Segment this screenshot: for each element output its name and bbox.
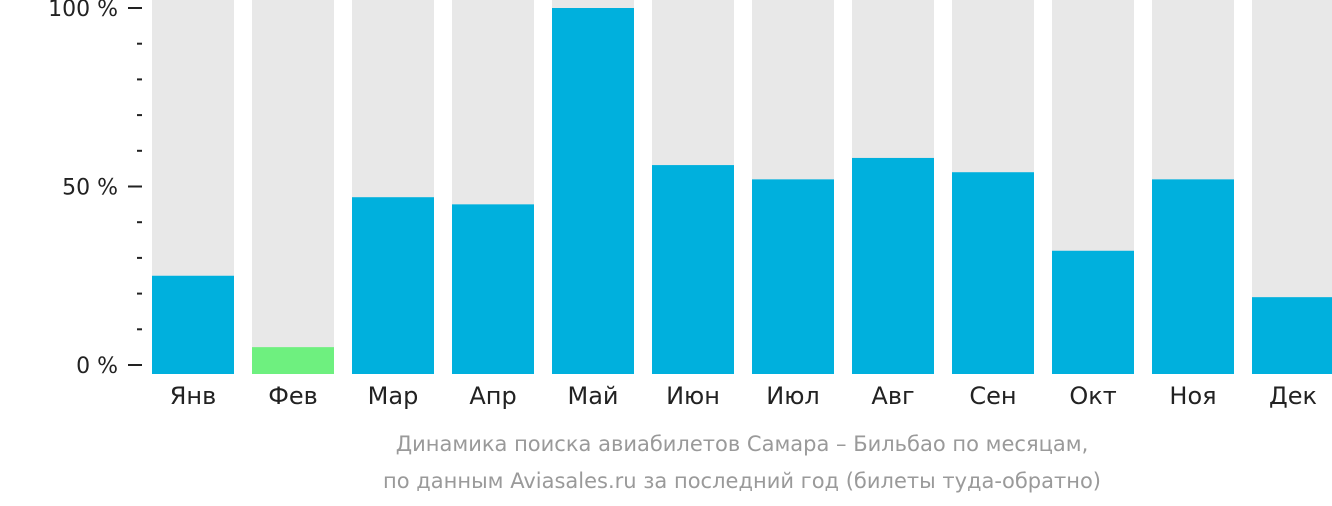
x-tick-label-2: Фев [268,382,318,410]
y-axis: 0 % 50 % 100 % [48,0,142,379]
x-tick-label-12: Дек [1269,382,1317,410]
bar-6[interactable] [652,165,734,374]
x-tick-label-10: Окт [1069,382,1116,410]
bar-2[interactable] [252,347,334,374]
bar-12[interactable] [1252,297,1332,374]
x-tick-label-7: Июл [766,382,820,410]
bar-5[interactable] [552,8,634,374]
x-tick-label-1: Янв [170,382,217,410]
x-tick-label-8: Авг [871,382,914,410]
chart-caption-line-2: по данным Aviasales.ru за последний год … [383,469,1101,493]
x-tick-label-5: Май [567,382,618,410]
chart-caption-line-1: Динамика поиска авиабилетов Самара – Бил… [396,432,1089,456]
bar-1[interactable] [152,275,234,374]
y-minor-ticks [137,42,142,331]
bar-4[interactable] [452,204,534,374]
bar-7[interactable] [752,179,834,374]
x-tick-label-3: Мар [368,382,419,410]
y-major-ticks: 0 % 50 % 100 % [48,0,142,379]
bar-track-2 [252,0,334,374]
bar-8[interactable] [852,157,934,374]
x-tick-label-9: Сен [969,382,1016,410]
bar-9[interactable] [952,172,1034,374]
bar-11[interactable] [1152,179,1234,374]
y-tick-label-50: 50 % [62,176,118,201]
x-tick-label-11: Ноя [1169,382,1216,410]
y-tick-label-100: 100 % [48,0,118,22]
x-tick-label-6: Июн [666,382,720,410]
y-tick-label-0: 0 % [76,354,118,379]
bars [152,8,1332,374]
x-tick-label-4: Апр [469,382,516,410]
bar-3[interactable] [352,197,434,374]
x-axis-labels: Янв Фев Мар Апр Май Июн Июл Авг Сен Окт Ноя Дек [170,382,1317,410]
bar-10[interactable] [1052,250,1134,374]
